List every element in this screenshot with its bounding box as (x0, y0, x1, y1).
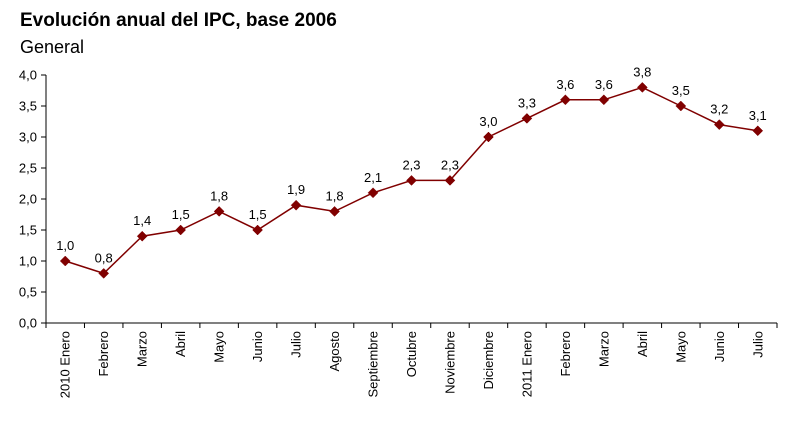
data-label: 1,8 (210, 188, 228, 203)
x-tick-label: Febrero (558, 331, 573, 377)
data-label: 2,3 (441, 157, 459, 172)
data-label: 3,2 (710, 102, 728, 117)
data-point-marker (713, 119, 725, 130)
data-label: 1,8 (326, 188, 344, 203)
data-point-marker (483, 131, 494, 143)
x-tick-label: Marzo (596, 331, 611, 367)
x-tick-label: Mayo (673, 331, 688, 363)
x-tick-label: Agosto (327, 331, 342, 371)
x-tick-label: 2010 Enero (58, 331, 73, 398)
y-tick-label: 2,0 (19, 192, 37, 207)
data-point-marker (329, 206, 340, 217)
data-point-marker (406, 175, 417, 186)
data-label: 1,5 (249, 207, 267, 222)
x-tick-label: Noviembre (442, 331, 457, 394)
data-point-marker (560, 94, 571, 106)
x-tick-label: Marzo (135, 331, 150, 367)
data-point-marker (213, 206, 225, 217)
data-label: 1,4 (133, 213, 151, 228)
data-point-marker (136, 230, 148, 242)
data-label: 3,8 (633, 64, 651, 79)
x-tick-label: Octubre (404, 331, 419, 377)
y-tick-label: 4,0 (19, 68, 37, 83)
data-label: 3,3 (518, 95, 536, 110)
data-label: 2,1 (364, 170, 382, 185)
data-label: 3,1 (749, 108, 767, 123)
labels-layer: 1,0 0,8 1,4 1,5 1,8 1,5 1,9 1,8 2,1 2,3 2,3 3,0 3,3 3… (56, 64, 767, 265)
data-label: 3,6 (556, 77, 574, 92)
y-tick-label: 1,5 (19, 223, 37, 238)
data-label: 0,8 (95, 250, 113, 265)
x-tick-label: Febrero (96, 331, 111, 377)
y-tick-label: 0,0 (19, 316, 37, 331)
data-point-marker (521, 113, 533, 124)
data-point-marker (598, 94, 610, 106)
data-point-marker (59, 255, 71, 267)
axes: 0,0 0,5 1,0 1,5 2,0 2,5 3,0 3,5 4,0 2010 Enero Feb… (19, 68, 778, 398)
y-tick-label: 3,5 (19, 99, 37, 114)
y-tick-label: 1,0 (19, 254, 37, 269)
y-tick-label: 2,5 (19, 161, 37, 176)
data-point-marker (675, 100, 687, 112)
data-point-marker (367, 187, 379, 199)
y-tick-label: 3,0 (19, 130, 37, 145)
x-tick-label: Diciembre (481, 331, 496, 390)
chart-title: Evolución anual del IPC, base 2006 (20, 10, 337, 31)
data-label: 3,0 (479, 114, 497, 129)
data-point-marker (98, 268, 110, 279)
x-tick-label: 2011 Enero (519, 331, 534, 397)
x-tick-label: Julio (750, 331, 765, 358)
x-tick-label: Septiembre (366, 331, 381, 397)
series-layer (59, 82, 764, 279)
data-point-marker (444, 175, 456, 186)
data-label: 1,9 (287, 182, 305, 197)
data-label: 1,0 (56, 238, 74, 253)
data-point-marker (175, 224, 187, 236)
data-label: 1,5 (172, 207, 190, 222)
y-tick-label: 0,5 (19, 285, 37, 300)
data-point-marker (636, 82, 648, 93)
x-tick-label: Abril (173, 331, 188, 357)
data-point-marker (752, 125, 764, 137)
x-tick-label: Mayo (212, 331, 227, 363)
data-point-marker (290, 199, 302, 211)
data-point-marker (252, 224, 263, 236)
chart-subtitle: General (20, 37, 85, 57)
data-label: 2,3 (402, 157, 420, 172)
x-tick-label: Abril (635, 331, 650, 357)
data-label: 3,6 (595, 77, 613, 92)
x-tick-label: Junio (712, 331, 727, 362)
x-tick-label: Julio (289, 331, 304, 358)
data-label: 3,5 (672, 83, 690, 98)
x-tick-label: Junio (250, 331, 265, 362)
